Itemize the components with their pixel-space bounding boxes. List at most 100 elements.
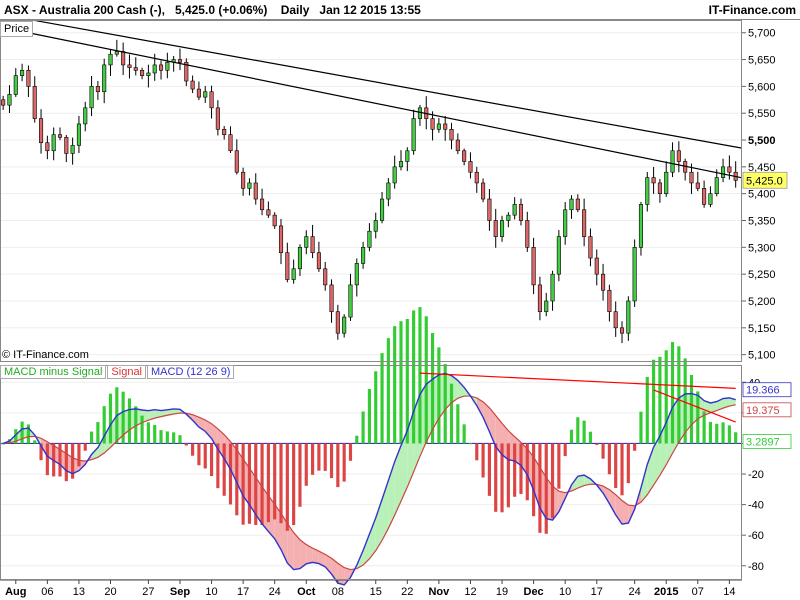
candle-body — [411, 118, 416, 152]
x-tick-label: 2015 — [654, 586, 678, 598]
macd-histogram-bar — [311, 443, 315, 475]
macd-histogram-bar — [487, 443, 491, 496]
candle-body — [518, 204, 524, 221]
candle-up — [708, 186, 713, 208]
candle-down — [481, 178, 486, 203]
macd-histogram-bar — [468, 443, 473, 445]
candle-down — [575, 194, 580, 213]
candle-up — [70, 137, 75, 165]
candle-body — [70, 145, 75, 154]
macd-histogram-bar — [361, 411, 365, 444]
candle-body — [651, 177, 656, 184]
candle-down — [39, 109, 44, 154]
candle-body — [493, 220, 498, 237]
candle-body — [253, 182, 258, 200]
candle-down — [184, 58, 189, 87]
candle-body — [310, 236, 315, 253]
price-tick-label: 5,350 — [748, 216, 776, 228]
macd-histogram-bar — [222, 443, 226, 496]
candle-up — [550, 270, 555, 311]
x-tick-label: Aug — [5, 586, 26, 598]
macd-value-label: 19.366 — [746, 385, 780, 397]
macd-histogram-bar — [102, 406, 106, 444]
macd-histogram-bar — [601, 443, 605, 459]
macd-fill-segment — [558, 491, 566, 512]
candle-body — [626, 300, 631, 334]
macd-histogram-bar — [20, 421, 24, 444]
candle-body — [222, 129, 227, 135]
macd-fill-segment — [640, 464, 648, 503]
candle-body — [512, 204, 517, 216]
chart-header: ASX - Australia 200 Cash (-), 5,425.0 (+… — [4, 3, 421, 17]
macd-fill-segment — [394, 445, 401, 516]
macd-histogram-bar — [386, 338, 390, 444]
legend-signal: Signal — [107, 365, 146, 379]
candle-down — [215, 100, 220, 136]
candle-up — [380, 191, 385, 224]
macd-histogram-bar — [519, 443, 523, 494]
macd-histogram-bar — [588, 431, 593, 444]
candle-down — [613, 301, 618, 337]
x-tick-label: 17 — [237, 586, 249, 598]
candle-body — [721, 166, 726, 178]
macd-fill-segment — [306, 544, 313, 564]
macd-fill-segment — [205, 419, 212, 439]
candle-body — [462, 150, 467, 162]
macd-histogram-bar — [418, 307, 422, 444]
candle-body — [297, 247, 302, 270]
macd-histogram-bar — [127, 398, 132, 444]
candle-body — [316, 252, 321, 270]
macd-histogram-bar — [532, 443, 536, 517]
candle-up — [165, 52, 170, 79]
candle-down — [329, 279, 334, 323]
candle-body — [373, 220, 378, 232]
candle-up — [670, 142, 675, 178]
macd-fill-segment — [142, 409, 149, 423]
candle-body — [26, 69, 31, 87]
candle-body — [695, 182, 700, 189]
x-tick-label: Nov — [428, 586, 450, 598]
macd-fill-segment — [91, 447, 98, 460]
signal-line — [3, 395, 736, 571]
macd-fill-segment — [609, 489, 616, 515]
macd-histogram-bar — [146, 422, 150, 444]
macd-histogram-bar — [336, 443, 340, 488]
candle-down — [26, 65, 31, 98]
candle-body — [550, 273, 555, 302]
candle-up — [108, 49, 113, 76]
candle-body — [89, 86, 94, 109]
macd-fill-segment — [192, 414, 199, 428]
candle-down — [272, 212, 277, 229]
candle-down — [95, 80, 100, 100]
macd-histogram-bar — [677, 346, 681, 444]
candle-body — [430, 118, 435, 130]
candle-up — [51, 127, 56, 161]
candle-body — [133, 67, 138, 71]
candle-body — [7, 94, 12, 106]
macd-histogram-bar — [614, 443, 618, 488]
macd-histogram-bar — [266, 443, 270, 523]
candle-body — [676, 150, 681, 162]
macd-histogram-bar — [304, 443, 308, 486]
candle-down — [285, 242, 290, 283]
candle-body — [127, 64, 132, 68]
candle-up — [7, 85, 12, 113]
macd-histogram-bar — [513, 443, 517, 497]
price-plot-background — [0, 20, 742, 362]
macd-histogram-bar — [317, 443, 321, 471]
macd-histogram-bar — [197, 443, 201, 466]
macd-fill-segment — [363, 534, 370, 566]
candle-down — [462, 148, 467, 166]
macd-histogram-bar — [96, 422, 100, 444]
candle-down — [45, 135, 50, 160]
macd-histogram-bar — [449, 383, 454, 444]
candle-body — [525, 220, 530, 248]
candle-body — [158, 64, 164, 71]
macd-histogram-bar — [399, 321, 403, 444]
candle-down — [607, 284, 612, 322]
macd-histogram-bar — [298, 443, 302, 507]
candle-body — [563, 209, 568, 237]
candle-body — [165, 61, 170, 71]
macd-fill-segment — [622, 500, 629, 525]
